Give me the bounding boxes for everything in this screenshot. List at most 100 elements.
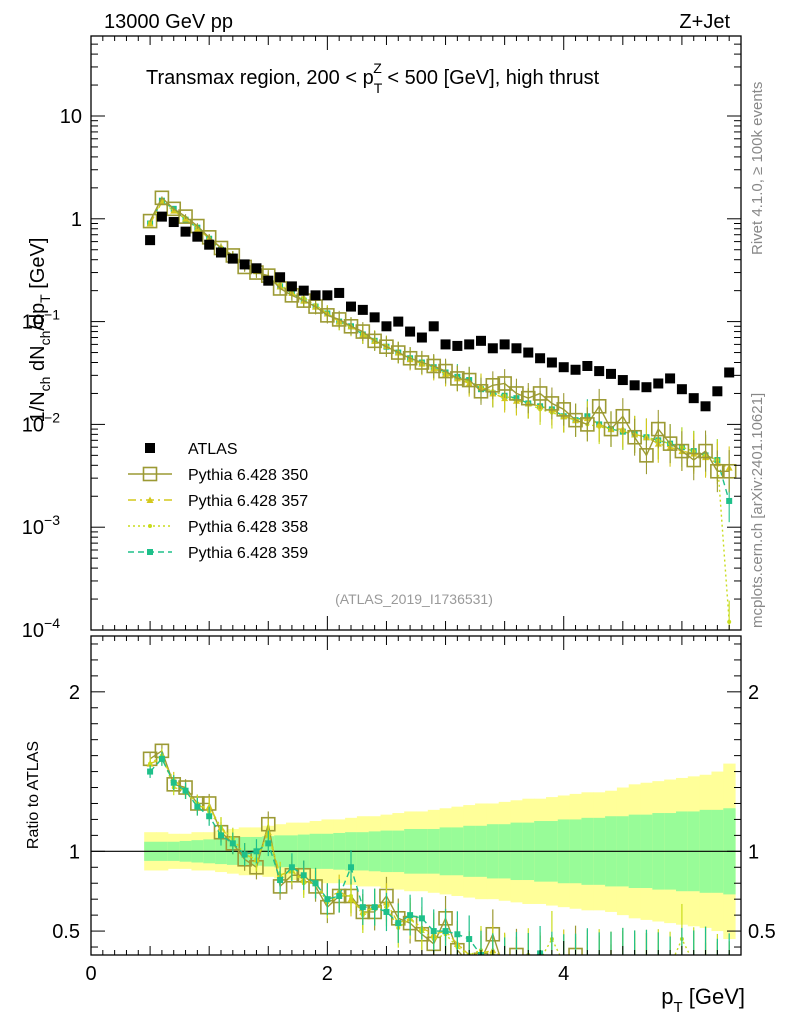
atlas-point — [606, 368, 616, 379]
ratio-point — [218, 832, 224, 839]
atlas-point — [440, 339, 451, 350]
legend: ATLAS Pythia 6.428 350 Pythia 6.428 357 Pyt… — [128, 441, 308, 562]
ratio-point — [498, 964, 511, 977]
main-point — [485, 378, 501, 393]
ratio-point — [715, 969, 719, 973]
ratio-point — [702, 959, 709, 966]
main-frame — [90, 35, 742, 631]
ratio-point — [692, 961, 696, 965]
ratio-point — [585, 964, 589, 968]
ratio-point — [643, 960, 649, 966]
ratio-point — [442, 928, 449, 935]
ratio-point — [679, 960, 685, 966]
atlas-point — [416, 332, 427, 343]
legend-marker — [148, 524, 152, 528]
main-point — [343, 319, 359, 334]
atlas-point — [168, 217, 179, 228]
main-point — [414, 355, 430, 370]
axes-layer: 10 1 10−1 10−2 10−3 10−4 0 2 4 0.5 0.5 1 1 2 2 — [22, 35, 776, 985]
ratio-point — [667, 967, 674, 974]
ratio-y-tick-label-left: 1 — [69, 841, 80, 863]
ratio-point — [691, 963, 697, 969]
atlas-point — [156, 211, 167, 222]
main-point — [726, 497, 733, 504]
ratio-point — [538, 958, 542, 962]
ratio-point — [206, 813, 213, 820]
atlas-point — [381, 321, 392, 332]
main-point — [461, 372, 477, 388]
legend-entry: Pythia 6.428 357 — [128, 493, 308, 510]
ratio-point — [430, 928, 437, 935]
ratio-point — [383, 908, 390, 915]
main-point — [501, 394, 509, 402]
ratio-point — [359, 904, 366, 911]
ratio-point — [726, 968, 732, 974]
ratio-point — [668, 964, 672, 968]
ratio-point — [726, 975, 733, 982]
legend-label: Pythia 6.428 350 — [188, 467, 308, 484]
ratio-point — [407, 912, 414, 919]
main-y-tick-label: 1 — [71, 209, 82, 231]
atlas-point — [535, 353, 546, 364]
main-point — [166, 201, 182, 217]
ratio-point — [628, 969, 641, 982]
ratio-point — [253, 848, 260, 855]
main-y-tick-label: 10−4 — [22, 615, 60, 642]
ratio-point — [608, 960, 614, 966]
atlas-point — [676, 384, 687, 395]
ratio-point — [170, 779, 177, 786]
ratio-point — [678, 959, 685, 966]
atlas-point — [476, 335, 486, 346]
ratio-point — [502, 960, 508, 966]
main-point — [355, 324, 371, 339]
atlas-point — [180, 226, 191, 237]
ratio-point — [395, 920, 402, 927]
energy-label: 13000 GeV pp — [104, 11, 233, 33]
ratio-point — [148, 761, 153, 766]
ratio-series-group — [142, 743, 733, 982]
ratio-point — [597, 958, 601, 962]
ratio-point — [504, 954, 505, 955]
ratio-y-tick-label-left: 0.5 — [52, 921, 80, 943]
ratio-point — [633, 964, 637, 968]
legend-marker — [147, 549, 153, 555]
ratio-line — [149, 757, 545, 955]
atlas-point — [487, 343, 498, 354]
atlas-point — [346, 301, 356, 312]
atlas-point — [594, 366, 605, 377]
ratio-point — [348, 864, 354, 871]
ratio-point — [727, 977, 731, 981]
main-point — [568, 412, 583, 428]
title-pre: Transmax region, 200 < p — [146, 67, 374, 89]
legend-marker — [146, 496, 154, 503]
main-point — [710, 463, 725, 479]
atlas-point — [511, 343, 522, 354]
ratio-point — [609, 961, 613, 965]
legend-entry: ATLAS — [145, 441, 238, 458]
main-y-tick-label: 10−2 — [22, 409, 60, 436]
ratio-point — [522, 969, 535, 982]
ratio-y-tick-label-left: 2 — [69, 682, 80, 704]
ratio-point — [581, 964, 594, 977]
ratio-point — [371, 904, 378, 911]
ratio-point — [593, 960, 606, 973]
main-point — [686, 452, 702, 468]
ratio-point — [656, 961, 660, 965]
main-series-layer — [142, 190, 737, 630]
main-y-label: 1/Nch dNch/dpT [GeV] — [27, 238, 53, 423]
atlas-point — [322, 290, 333, 301]
atlas-point — [712, 386, 723, 397]
atlas-point — [700, 401, 711, 412]
atlas-point — [653, 378, 664, 389]
atlas-point — [464, 339, 475, 350]
ratio-point — [537, 959, 544, 966]
main-line — [149, 201, 730, 469]
ratio-point — [336, 892, 343, 899]
x-tick-label: 4 — [558, 963, 569, 985]
atlas-point — [369, 312, 380, 323]
atlas-point — [558, 362, 569, 373]
atlas-point — [724, 367, 735, 378]
ratio-point — [324, 896, 331, 903]
ratio-point — [300, 872, 307, 879]
